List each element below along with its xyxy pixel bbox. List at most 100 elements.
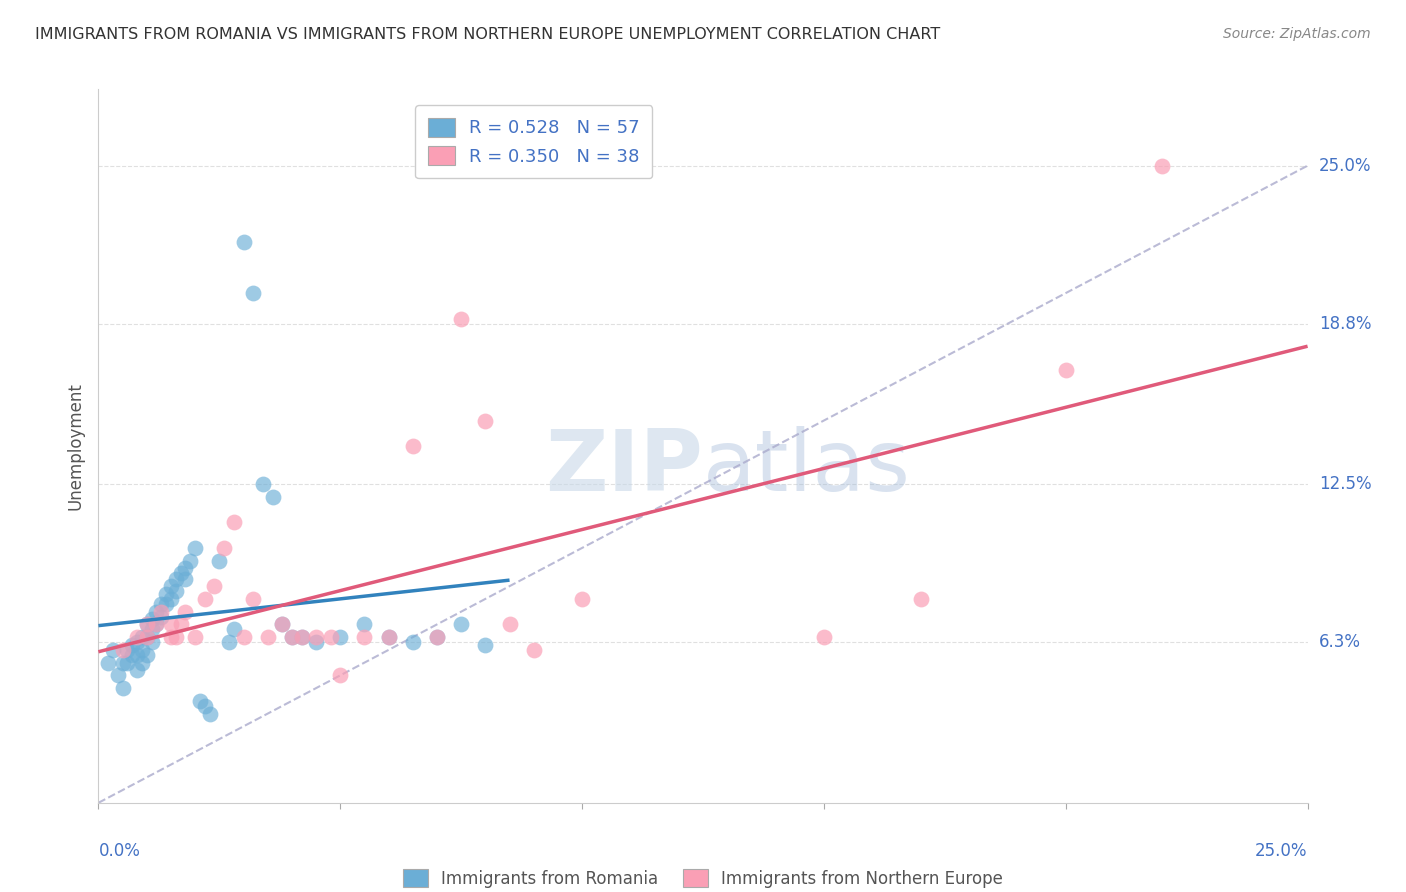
Point [145,617,167,632]
Point [135,617,157,632]
Point [305,635,328,649]
Point [353,617,375,632]
Point [204,579,226,593]
Point [174,561,197,575]
Point [290,630,312,644]
Point [155,597,177,611]
Point [141,623,163,637]
Point [1054,362,1077,376]
Point [145,605,167,619]
Point [155,587,177,601]
Point [121,648,143,662]
Point [169,566,191,581]
Point [165,572,187,586]
Point [160,630,183,644]
Point [145,617,167,632]
Point [353,630,375,644]
Point [910,591,932,606]
Point [174,605,197,619]
Point [135,630,157,644]
Point [165,630,187,644]
Point [131,630,153,644]
Point [117,656,139,670]
Point [179,554,201,568]
Point [256,630,278,644]
Point [271,617,294,632]
Point [117,643,139,657]
Point [127,630,149,644]
Point [160,617,183,632]
Point [1152,159,1174,173]
Text: Source: ZipAtlas.com: Source: ZipAtlas.com [1223,27,1371,41]
Text: ZIP: ZIP [546,425,703,509]
Point [571,591,593,606]
Point [135,630,157,644]
Point [107,668,129,682]
Point [232,630,254,644]
Point [131,643,153,657]
Point [169,617,191,632]
Point [194,591,217,606]
Point [174,572,197,586]
Point [184,630,207,644]
Point [474,638,496,652]
Point [150,605,173,619]
Point [813,630,835,644]
Point [402,439,425,453]
Legend: R = 0.528   N = 57, R = 0.350   N = 38: R = 0.528 N = 57, R = 0.350 N = 38 [415,105,652,178]
Point [150,597,173,611]
Text: IMMIGRANTS FROM ROMANIA VS IMMIGRANTS FROM NORTHERN EUROPE UNEMPLOYMENT CORRELAT: IMMIGRANTS FROM ROMANIA VS IMMIGRANTS FR… [35,27,941,42]
Point [329,630,352,644]
Y-axis label: Unemployment: Unemployment [66,382,84,510]
Point [127,663,149,677]
Point [281,630,304,644]
Point [188,694,211,708]
Point [111,656,134,670]
Text: 12.5%: 12.5% [1319,475,1371,493]
Point [305,630,328,644]
Point [450,311,472,326]
Point [135,648,157,662]
Point [160,591,183,606]
Point [450,617,472,632]
Point [474,413,496,427]
Point [402,635,425,649]
Point [222,516,245,530]
Point [252,477,274,491]
Point [377,630,399,644]
Point [121,638,143,652]
Point [222,623,245,637]
Point [165,584,187,599]
Text: 25.0%: 25.0% [1256,842,1308,860]
Point [97,656,120,670]
Text: 25.0%: 25.0% [1319,157,1371,175]
Point [262,490,284,504]
Point [377,630,399,644]
Point [184,541,207,555]
Point [426,630,449,644]
Point [290,630,312,644]
Point [281,630,304,644]
Point [208,554,231,568]
Point [111,643,134,657]
Point [101,643,124,657]
Point [127,648,149,662]
Point [218,635,240,649]
Point [498,617,520,632]
Point [212,541,235,555]
Point [194,698,217,713]
Point [242,286,264,301]
Text: 6.3%: 6.3% [1319,633,1361,651]
Point [111,681,134,695]
Point [141,612,163,626]
Text: atlas: atlas [703,425,911,509]
Point [232,235,254,249]
Point [523,643,546,657]
Point [127,635,149,649]
Point [329,668,352,682]
Text: 0.0%: 0.0% [98,842,141,860]
Point [271,617,294,632]
Point [242,591,264,606]
Text: 18.8%: 18.8% [1319,315,1371,333]
Point [135,617,157,632]
